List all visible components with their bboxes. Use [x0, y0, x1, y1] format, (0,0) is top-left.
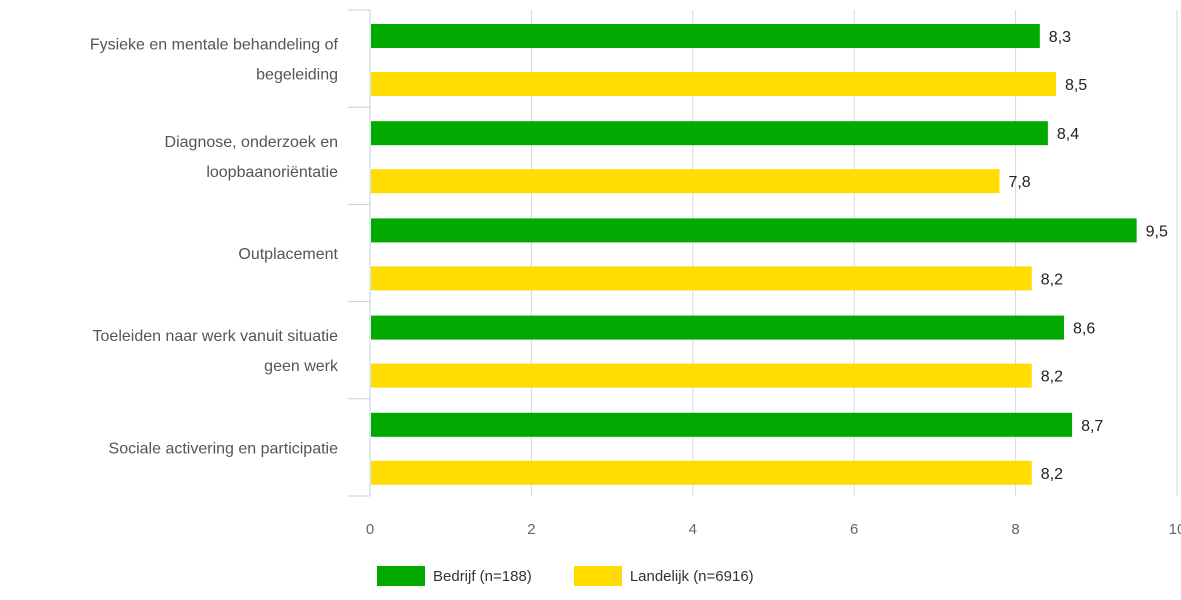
bar-bedrijf[interactable] — [371, 412, 1073, 437]
legend-item-landelijk[interactable]: Landelijk (n=6916) — [573, 566, 754, 586]
bar-bedrijf[interactable] — [371, 315, 1065, 340]
data-label: 8,4 — [1057, 126, 1079, 143]
bar-bedrijf[interactable] — [371, 218, 1137, 243]
data-label: 8,5 — [1065, 77, 1087, 94]
x-tick-label: 2 — [527, 521, 535, 538]
data-label: 8,3 — [1049, 29, 1071, 46]
data-label: 8,2 — [1041, 369, 1063, 386]
legend-label-landelijk: Landelijk (n=6916) — [629, 567, 754, 585]
bar-landelijk[interactable] — [371, 169, 1000, 194]
category-label: Outplacement — [238, 246, 338, 263]
legend-item-bedrijf[interactable]: Bedrijf (n=188) — [377, 566, 532, 586]
x-tick-label: 10 — [1169, 521, 1181, 538]
bar-landelijk[interactable] — [371, 72, 1056, 96]
legend: Bedrijf (n=188) Landelijk (n=6916) — [377, 566, 754, 586]
legend-swatch-bedrijf — [377, 566, 425, 586]
category-label: Fysieke en mentale behandeling of begelei… — [90, 37, 339, 84]
x-tick-label: 4 — [689, 521, 697, 538]
bar-landelijk[interactable] — [371, 266, 1032, 291]
data-label: 7,8 — [1008, 174, 1030, 191]
x-tick-label: 8 — [1011, 521, 1019, 538]
data-label: 8,6 — [1073, 321, 1095, 338]
data-label: 9,5 — [1146, 223, 1168, 240]
bar-bedrijf[interactable] — [371, 121, 1048, 146]
legend-swatch-landelijk — [573, 566, 622, 586]
bar-landelijk[interactable] — [371, 460, 1032, 485]
data-label: 8,2 — [1041, 271, 1063, 288]
category-label: Diagnose, onderzoek en loopbaanoriëntatie — [165, 134, 339, 181]
category-label: Toeleiden naar werk vanuit situatie geen … — [93, 328, 339, 375]
legend-label-bedrijf: Bedrijf (n=188) — [433, 567, 532, 585]
data-label: 8,7 — [1081, 418, 1103, 435]
bar-bedrijf[interactable] — [371, 24, 1040, 48]
x-tick-label: 0 — [366, 521, 374, 538]
data-label: 8,2 — [1041, 466, 1063, 483]
bar-landelijk[interactable] — [371, 363, 1032, 388]
x-tick-label: 6 — [850, 521, 858, 538]
category-label: Sociale activering en participatie — [109, 440, 339, 457]
